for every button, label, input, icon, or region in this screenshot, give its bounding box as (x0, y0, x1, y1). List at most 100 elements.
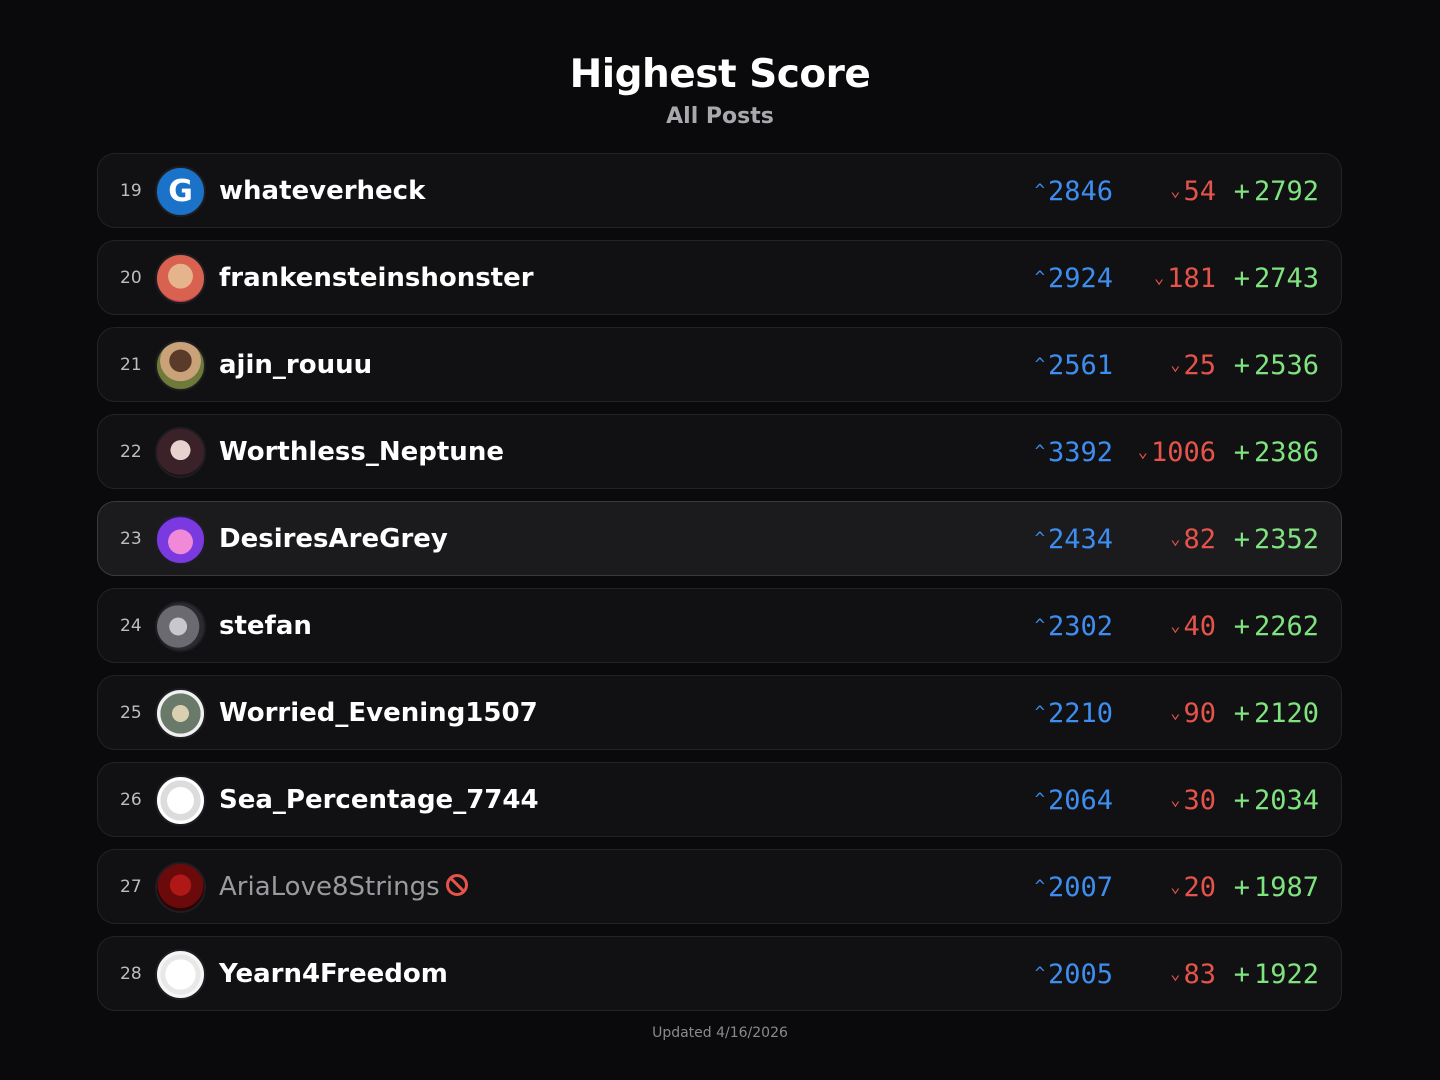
user-avatar[interactable] (155, 949, 206, 1000)
downvote-value: 54 (1183, 176, 1216, 207)
plus-icon: + (1233, 698, 1250, 729)
net-value: 2536 (1253, 350, 1319, 381)
username-text: Worthless_Neptune (219, 437, 504, 467)
downvote-count: ⌄ 30 (1170, 763, 1216, 842)
page-subtitle: All Posts (666, 104, 774, 129)
net-score: +2034 (1234, 763, 1319, 838)
username[interactable]: stefan (219, 589, 312, 664)
leaderboard-row[interactable]: 25 Worried_Evening1507 ^ 2210 ⌄ 90 +2120 (97, 675, 1342, 750)
user-avatar[interactable] (155, 340, 206, 391)
leaderboard-row[interactable]: 23 DesiresAreGrey ^ 2434 ⌄ 82 +2352 (97, 501, 1342, 576)
plus-icon: + (1233, 872, 1250, 903)
plus-icon: + (1233, 176, 1250, 207)
upvote-value: 2210 (1047, 698, 1113, 729)
plus-icon: + (1233, 437, 1250, 468)
net-value: 2120 (1253, 698, 1319, 729)
username[interactable]: Yearn4Freedom (219, 937, 448, 1012)
username-text: AriaLove8Strings (219, 872, 440, 902)
downvote-count: ⌄ 40 (1170, 589, 1216, 668)
net-score: +2352 (1234, 502, 1319, 577)
username[interactable]: Worthless_Neptune (219, 415, 504, 490)
rank-number: 19 (120, 181, 142, 201)
downvote-icon: ⌄ (1170, 877, 1181, 897)
upvote-value: 2434 (1047, 524, 1113, 555)
username-text: Worried_Evening1507 (219, 698, 538, 728)
net-value: 2352 (1253, 524, 1319, 555)
username[interactable]: AriaLove8Strings (219, 850, 468, 925)
downvote-icon: ⌄ (1153, 268, 1165, 288)
leaderboard-row[interactable]: 19 G whateverheck ^ 2846 ⌄ 54 +2792 (97, 153, 1342, 228)
user-avatar[interactable] (155, 514, 206, 565)
rank-number: 22 (120, 442, 142, 462)
upvote-count: ^ 2005 (1035, 937, 1113, 1016)
username-text: DesiresAreGrey (219, 524, 448, 554)
downvote-count: ⌄ 82 (1170, 502, 1216, 581)
username[interactable]: frankensteinshonster (219, 241, 534, 316)
upvote-count: ^ 2561 (1035, 328, 1113, 407)
upvote-count: ^ 2434 (1035, 502, 1113, 581)
user-avatar[interactable] (155, 775, 206, 826)
upvote-value: 2561 (1047, 350, 1113, 381)
username[interactable]: DesiresAreGrey (219, 502, 448, 577)
leaderboard-row[interactable]: 21 ajin_rouuu ^ 2561 ⌄ 25 +2536 (97, 327, 1342, 402)
avatar-letter: G (168, 174, 193, 209)
username[interactable]: ajin_rouuu (219, 328, 372, 403)
username[interactable]: whateverheck (219, 154, 425, 229)
plus-icon: + (1233, 524, 1250, 555)
updated-timestamp: Updated 4/16/2026 (652, 1025, 788, 1041)
user-avatar[interactable] (155, 601, 206, 652)
user-avatar[interactable] (155, 427, 206, 478)
upvote-icon: ^ (1034, 790, 1045, 810)
user-avatar[interactable] (155, 253, 206, 304)
leaderboard-row[interactable]: 26 Sea_Percentage_7744 ^ 2064 ⌄ 30 +2034 (97, 762, 1342, 837)
page-title: Highest Score (569, 52, 871, 97)
leaderboard-row[interactable]: 20 frankensteinshonster ^ 2924 ⌄ 181 +2743 (97, 240, 1342, 315)
leaderboard-row[interactable]: 27 AriaLove8Strings ^ 2007 ⌄ 20 +1987 (97, 849, 1342, 924)
username-text: Sea_Percentage_7744 (219, 785, 539, 815)
downvote-icon: ⌄ (1170, 181, 1181, 201)
leaderboard-row[interactable]: 28 Yearn4Freedom ^ 2005 ⌄ 83 +1922 (97, 936, 1342, 1011)
downvote-icon: ⌄ (1170, 790, 1181, 810)
username[interactable]: Sea_Percentage_7744 (219, 763, 539, 838)
rank-number: 28 (120, 964, 142, 984)
downvote-value: 90 (1183, 698, 1216, 729)
rank-number: 24 (120, 616, 142, 636)
plus-icon: + (1233, 959, 1250, 990)
rank-number: 26 (120, 790, 142, 810)
upvote-count: ^ 2007 (1035, 850, 1113, 929)
net-value: 2386 (1253, 437, 1319, 468)
upvote-count: ^ 2210 (1035, 676, 1113, 755)
downvote-count: ⌄ 181 (1154, 241, 1216, 320)
net-score: +1987 (1234, 850, 1319, 925)
net-score: +1922 (1234, 937, 1319, 1012)
upvote-icon: ^ (1034, 877, 1045, 897)
upvote-icon: ^ (1034, 616, 1045, 636)
upvote-value: 2005 (1047, 959, 1113, 990)
upvote-value: 2302 (1047, 611, 1113, 642)
username[interactable]: Worried_Evening1507 (219, 676, 538, 751)
user-avatar[interactable] (155, 688, 206, 739)
net-value: 1987 (1253, 872, 1319, 903)
rank-number: 21 (120, 355, 142, 375)
username-text: Yearn4Freedom (219, 959, 448, 989)
username-text: whateverheck (219, 176, 426, 206)
leaderboard-row[interactable]: 22 Worthless_Neptune ^ 3392 ⌄ 1006 +2386 (97, 414, 1342, 489)
upvote-icon: ^ (1034, 703, 1045, 723)
rank-number: 23 (120, 529, 142, 549)
downvote-value: 20 (1183, 872, 1216, 903)
upvote-icon: ^ (1034, 529, 1045, 549)
user-avatar[interactable] (155, 862, 206, 913)
upvote-value: 2007 (1047, 872, 1113, 903)
leaderboard-row[interactable]: 24 stefan ^ 2302 ⌄ 40 +2262 (97, 588, 1342, 663)
upvote-value: 2064 (1047, 785, 1113, 816)
upvote-icon: ^ (1034, 268, 1045, 288)
upvote-value: 2924 (1047, 263, 1113, 294)
upvote-count: ^ 3392 (1035, 415, 1113, 494)
downvote-count: ⌄ 83 (1170, 937, 1216, 1016)
user-avatar[interactable]: G (155, 166, 206, 217)
net-score: +2262 (1234, 589, 1319, 664)
downvote-value: 1006 (1150, 437, 1216, 468)
username-text: frankensteinshonster (219, 263, 534, 293)
upvote-icon: ^ (1034, 442, 1045, 462)
plus-icon: + (1233, 785, 1250, 816)
